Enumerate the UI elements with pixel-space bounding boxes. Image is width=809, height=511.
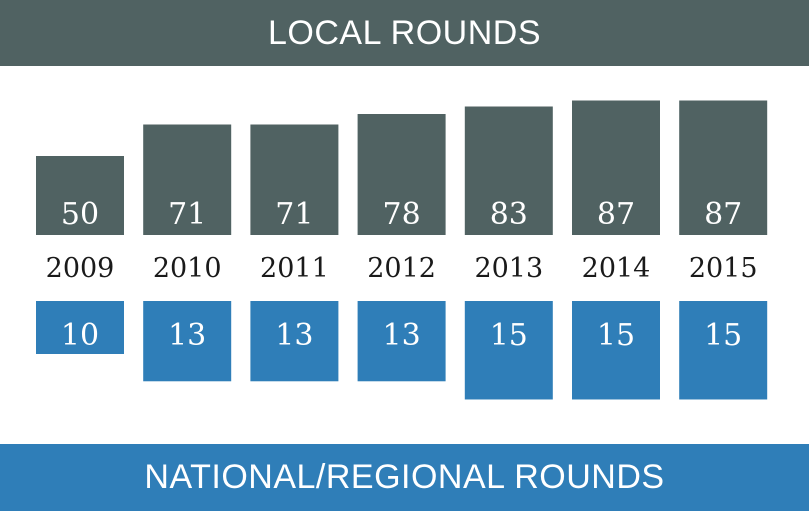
year-label-2015: 2015	[689, 253, 758, 284]
local-bar-2013	[464, 106, 553, 235]
national-value-2010: 13	[168, 318, 206, 353]
national-bar-2014	[572, 301, 660, 400]
national-bar-2010	[143, 301, 232, 382]
national-value-2009: 10	[61, 318, 99, 353]
year-label-2014: 2014	[582, 253, 651, 284]
national-value-2011: 13	[275, 318, 313, 353]
national-bar-2012	[357, 301, 446, 382]
national-value-2012: 13	[383, 318, 421, 353]
local-bar-2010	[143, 124, 232, 235]
national-regional-rounds-banner: NATIONAL/REGIONAL ROUNDS	[0, 444, 809, 511]
rounds-bar-chart: 50 2009 10 71 2010 13 71 2011 13 78 2012 13 83 2013 15…	[36, 100, 768, 400]
local-bar-2011	[250, 124, 339, 235]
year-label-2013: 2013	[474, 253, 543, 284]
local-value-2009: 50	[61, 197, 99, 232]
local-value-2014: 87	[597, 197, 635, 232]
local-value-2010: 71	[168, 197, 206, 232]
local-value-2013: 83	[490, 197, 528, 232]
year-label-2009: 2009	[46, 253, 115, 284]
local-bar-2012	[357, 114, 446, 235]
national-bar-2009	[36, 301, 124, 354]
local-bar-2009	[36, 156, 124, 235]
local-value-2012: 78	[383, 197, 421, 232]
year-label-2011: 2011	[260, 253, 329, 284]
year-label-2012: 2012	[367, 253, 436, 284]
local-rounds-banner: LOCAL ROUNDS	[0, 0, 809, 66]
national-bar-2011	[250, 301, 339, 382]
national-value-2013: 15	[490, 318, 528, 353]
local-bar-2015	[679, 100, 768, 235]
national-bar-2013	[464, 301, 553, 400]
national-value-2014: 15	[597, 318, 635, 353]
local-value-2015: 87	[704, 197, 742, 232]
year-label-2010: 2010	[153, 253, 222, 284]
national-value-2015: 15	[704, 318, 742, 353]
local-bar-2014	[572, 100, 660, 235]
national-bar-2015	[679, 301, 768, 400]
local-value-2011: 71	[275, 197, 313, 232]
